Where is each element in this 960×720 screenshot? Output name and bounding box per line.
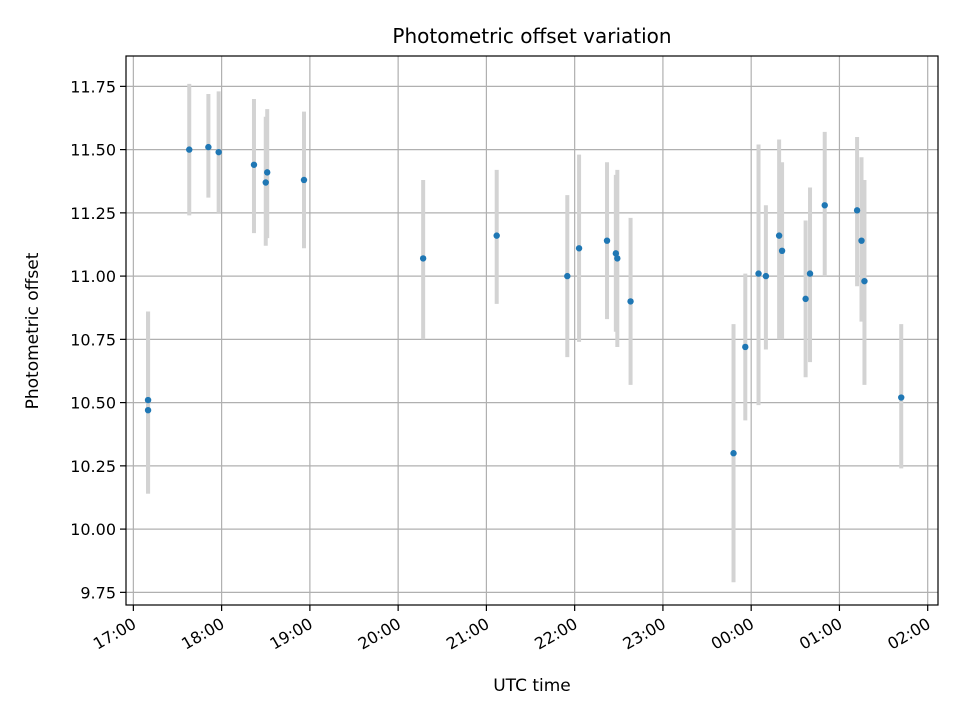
data-point	[755, 270, 762, 277]
data-point	[778, 247, 786, 255]
data-point	[612, 250, 620, 257]
data-point	[300, 176, 308, 184]
data-point	[564, 272, 571, 280]
data-point	[144, 406, 152, 414]
data-point	[205, 143, 212, 151]
y-tick-label: 10.25	[70, 457, 116, 476]
data-point	[853, 207, 861, 214]
data-point	[742, 343, 749, 351]
data-point	[762, 272, 770, 280]
data-point	[493, 232, 500, 239]
plot-frame	[125, 55, 939, 606]
data-point	[186, 146, 193, 153]
x-axis-label: UTC time	[493, 676, 571, 696]
y-tick-label: 11.75	[70, 77, 116, 96]
data-point	[419, 255, 427, 262]
data-point	[614, 255, 621, 262]
data-point	[898, 394, 905, 401]
y-tick-label: 10.75	[70, 330, 116, 349]
data-point	[858, 237, 865, 244]
data-point	[627, 298, 634, 305]
data-point	[144, 396, 152, 404]
data-point	[603, 237, 611, 244]
y-tick-label: 11.50	[70, 141, 116, 160]
chart-title: Photometric offset variation	[392, 24, 671, 48]
data-point	[861, 277, 868, 285]
data-point	[821, 202, 828, 209]
y-tick-label: 10.50	[70, 394, 116, 413]
y-tick-label: 10.00	[70, 520, 116, 539]
data-point	[806, 270, 814, 277]
data-points	[144, 143, 905, 457]
data-point	[775, 232, 783, 239]
data-point	[264, 169, 271, 176]
data-point	[250, 161, 258, 168]
y-tick-label: 11.25	[70, 204, 116, 223]
data-point	[262, 179, 269, 186]
data-point	[215, 148, 222, 156]
y-tick-label: 9.75	[80, 583, 116, 602]
data-point	[802, 295, 809, 303]
data-point	[575, 245, 583, 252]
y-tick-label: 11.00	[70, 267, 116, 286]
data-point	[730, 450, 737, 457]
y-axis-ticks: 9.75 10.00 10.25 10.50 10.75 11.00 11.25 11.50 1…	[70, 77, 126, 602]
grid	[126, 56, 938, 605]
y-axis-label: Photometric offset	[23, 252, 43, 409]
